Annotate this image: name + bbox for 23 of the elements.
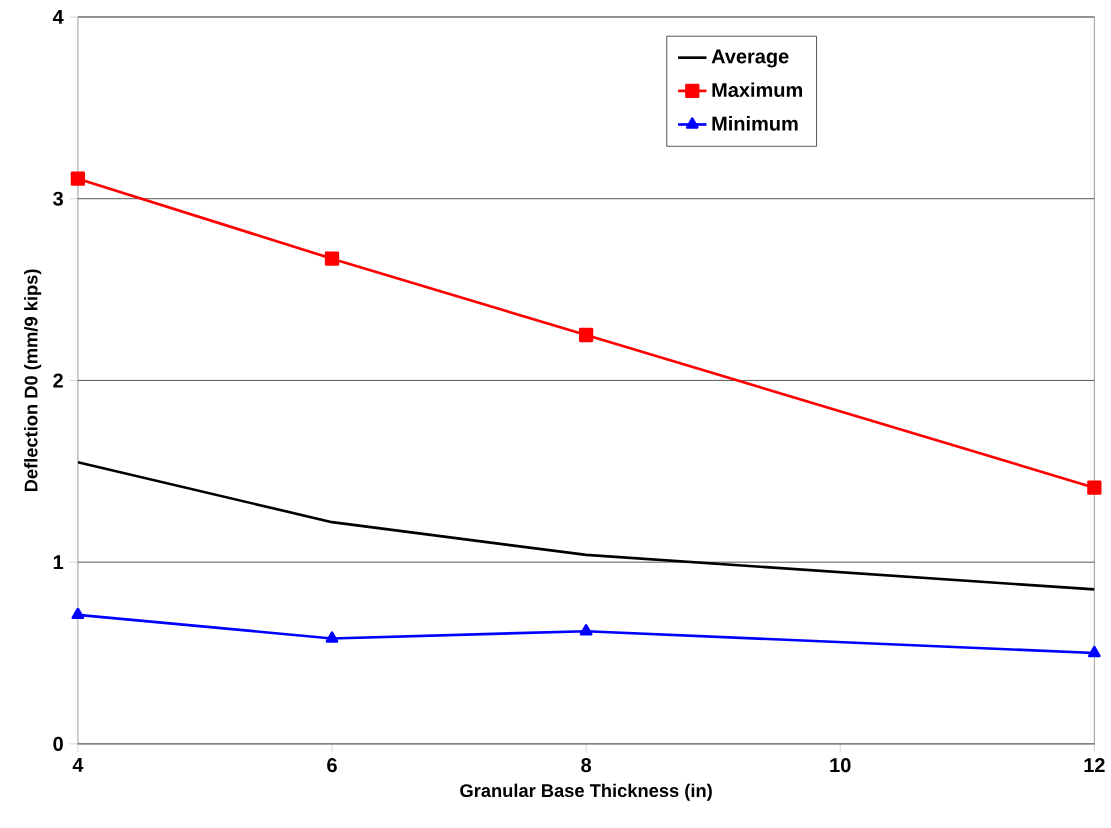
x-tick-label: 8 [581, 758, 592, 773]
x-tick-label: 10 [830, 758, 851, 773]
y-tick-label: 4 [52, 10, 64, 24]
point [1087, 645, 1101, 658]
point [324, 251, 340, 266]
point [578, 327, 594, 343]
point [325, 631, 339, 643]
y-tick-label: 0 [53, 736, 63, 752]
y-tick-label: 2 [53, 373, 63, 388]
y-axis-title: Deflection D0 (mm/9 kips) [24, 269, 42, 492]
x-tick-label: 12 [1084, 758, 1105, 773]
y-tick-label: 3 [53, 191, 63, 206]
point [70, 171, 86, 186]
y-tick-label: 1 [53, 555, 64, 570]
x-axis-title: Granular Base Thickness (in) [460, 783, 712, 801]
point [71, 607, 85, 620]
point [1087, 480, 1102, 495]
x-tick-label: 4 [72, 758, 84, 772]
legend-label: Maximum [712, 82, 803, 98]
legend-label: Minimum [712, 116, 798, 131]
legend-label: Average [711, 49, 789, 68]
x-tick-label: 6 [327, 758, 337, 773]
point [579, 624, 593, 636]
